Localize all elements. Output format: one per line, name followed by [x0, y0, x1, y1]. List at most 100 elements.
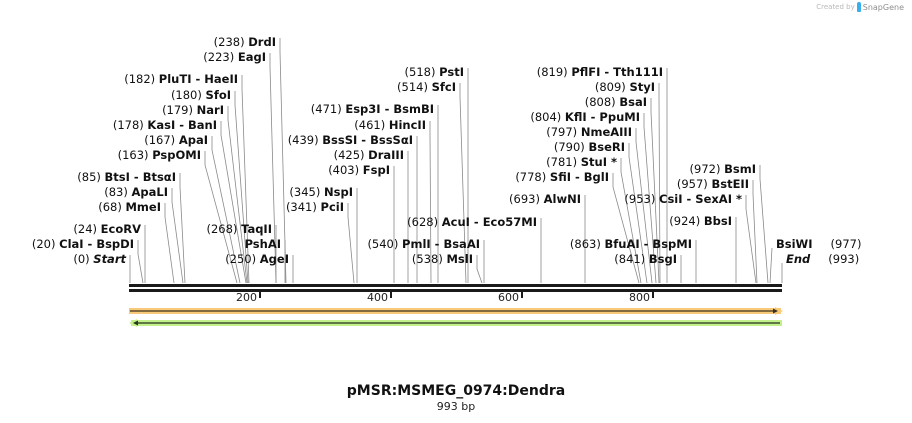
- site-label-text[interactable]: (953) CsiI - SexAI *: [624, 192, 742, 206]
- site-label-text[interactable]: (20) ClaI - BspDI: [32, 237, 134, 251]
- site-label[interactable]: (863) BfuAI - BspMI: [570, 237, 692, 251]
- site-label[interactable]: (924) BbsI: [669, 214, 732, 228]
- site-label[interactable]: (238) DrdI: [214, 35, 276, 49]
- site-label-text[interactable]: (163) PspOMI: [118, 148, 201, 162]
- enzyme-name: Esp3I - BsmBI: [345, 102, 434, 116]
- site-label-text[interactable]: (809) StyI: [595, 80, 655, 94]
- site-label-text[interactable]: (223) EagI: [203, 50, 266, 64]
- site-label[interactable]: (628) AcuI - Eco57MI: [407, 215, 537, 229]
- site-label[interactable]: (953) CsiI - SexAI *: [624, 192, 742, 206]
- site-label[interactable]: (841) BsgI: [614, 252, 677, 266]
- site-label-text[interactable]: (439) BssSI - BssSαI: [288, 133, 413, 147]
- enzyme-name: PluTI - HaeII: [159, 72, 238, 86]
- site-label[interactable]: (778) SfiI - BglI: [515, 170, 609, 184]
- site-label-text[interactable]: (972) BsmI: [690, 162, 756, 176]
- site-label[interactable]: (182) PluTI - HaeII: [124, 72, 238, 86]
- site-label[interactable]: (809) StyI: [595, 80, 655, 94]
- site-label[interactable]: (804) KflI - PpuMI: [530, 110, 640, 124]
- site-label[interactable]: (0) Start: [73, 252, 126, 266]
- site-label[interactable]: (83) ApaLI: [104, 185, 168, 199]
- site-label-text[interactable]: (540) PmlI - BsaAI: [367, 237, 480, 251]
- site-label[interactable]: (68) MmeI: [98, 200, 161, 214]
- site-label-text[interactable]: (471) Esp3I - BsmBI: [311, 102, 434, 116]
- site-label[interactable]: (20) ClaI - BspDI: [32, 237, 134, 251]
- site-label-text[interactable]: (797) NmeAIII: [546, 125, 632, 139]
- site-label-text[interactable]: (85) BtsI - BtsαI: [77, 170, 176, 184]
- site-label-text[interactable]: (341) PciI: [286, 200, 344, 214]
- site-label[interactable]: (471) Esp3I - BsmBI: [311, 102, 434, 116]
- site-label-text[interactable]: (180) SfoI: [171, 88, 231, 102]
- site-label[interactable]: (518) PstI: [405, 65, 464, 79]
- site-label-text[interactable]: (345) NspI: [289, 185, 353, 199]
- site-label-text[interactable]: (179) NarI: [162, 103, 224, 117]
- site-label-text[interactable]: (514) SfcI: [397, 80, 456, 94]
- site-label[interactable]: (179) NarI: [162, 103, 224, 117]
- site-label-text[interactable]: (924) BbsI: [669, 214, 732, 228]
- site-label[interactable]: (403) FspI: [328, 163, 390, 177]
- site-label[interactable]: (790) BseRI: [554, 140, 625, 154]
- site-label[interactable]: (85) BtsI - BtsαI: [77, 170, 176, 184]
- site-label-text[interactable]: (778) SfiI - BglI: [515, 170, 609, 184]
- site-label-text[interactable]: (819) PflFI - Tth111I: [537, 65, 663, 79]
- site-label[interactable]: BsiWI (977): [776, 237, 861, 251]
- site-label-text[interactable]: (461) HincII: [354, 118, 426, 132]
- site-label-text[interactable]: (790) BseRI: [554, 140, 625, 154]
- site-position: (425): [334, 148, 369, 162]
- sequence-backbone: [129, 284, 782, 292]
- site-label[interactable]: (819) PflFI - Tth111I: [537, 65, 663, 79]
- site-label-text[interactable]: (0) Start: [73, 252, 126, 266]
- feature-forward[interactable]: [129, 307, 783, 315]
- site-label[interactable]: (180) SfoI: [171, 88, 231, 102]
- site-label[interactable]: (693) AlwNI: [509, 192, 581, 206]
- site-label[interactable]: PshAI: [245, 237, 281, 251]
- site-label-text[interactable]: (863) BfuAI - BspMI: [570, 237, 692, 251]
- site-label[interactable]: (167) ApaI: [144, 133, 208, 147]
- site-label-text[interactable]: BsiWI (977): [776, 237, 861, 251]
- site-label-text[interactable]: (24) EcoRV: [73, 222, 141, 236]
- site-label-text[interactable]: End (993): [786, 252, 859, 266]
- site-label-text[interactable]: (628) AcuI - Eco57MI: [407, 215, 537, 229]
- site-label-text[interactable]: (693) AlwNI: [509, 192, 581, 206]
- site-label[interactable]: (540) PmlI - BsaAI: [367, 237, 480, 251]
- site-label-text[interactable]: (518) PstI: [405, 65, 464, 79]
- site-label[interactable]: (808) BsaI: [585, 95, 647, 109]
- site-label-text[interactable]: (425) DraIII: [334, 148, 404, 162]
- site-label[interactable]: (268) TaqII: [206, 222, 272, 236]
- site-label[interactable]: (24) EcoRV: [73, 222, 141, 236]
- site-label-text[interactable]: (268) TaqII: [206, 222, 272, 236]
- site-label[interactable]: (538) MslI: [412, 252, 473, 266]
- site-label[interactable]: (345) NspI: [289, 185, 353, 199]
- site-label-text[interactable]: (68) MmeI: [98, 200, 161, 214]
- site-label[interactable]: (972) BsmI: [690, 162, 756, 176]
- site-label-text[interactable]: (781) StuI *: [546, 155, 617, 169]
- site-label-text[interactable]: (538) MslI: [412, 252, 473, 266]
- site-label-text[interactable]: PshAI: [245, 237, 281, 251]
- site-label[interactable]: (957) BstEII: [677, 177, 749, 191]
- site-label-text[interactable]: (841) BsgI: [614, 252, 677, 266]
- site-label-text[interactable]: (250) AgeI: [225, 252, 289, 266]
- site-label[interactable]: (797) NmeAIII: [546, 125, 632, 139]
- site-label-text[interactable]: (238) DrdI: [214, 35, 276, 49]
- site-label-text[interactable]: (804) KflI - PpuMI: [530, 110, 640, 124]
- site-label[interactable]: (425) DraIII: [334, 148, 404, 162]
- site-label[interactable]: (781) StuI *: [546, 155, 617, 169]
- site-label[interactable]: (514) SfcI: [397, 80, 456, 94]
- site-label-text[interactable]: (83) ApaLI: [104, 185, 168, 199]
- site-label[interactable]: (250) AgeI: [225, 252, 289, 266]
- enzyme-name: Start: [93, 252, 126, 266]
- site-label-text[interactable]: (808) BsaI: [585, 95, 647, 109]
- site-label[interactable]: (439) BssSI - BssSαI: [288, 133, 413, 147]
- site-label-text[interactable]: (178) KasI - BanI: [113, 118, 217, 132]
- site-label[interactable]: (341) PciI: [286, 200, 344, 214]
- site-label[interactable]: End (993): [786, 252, 859, 266]
- site-label[interactable]: (461) HincII: [354, 118, 426, 132]
- site-label[interactable]: (163) PspOMI: [118, 148, 201, 162]
- site-label-text[interactable]: (403) FspI: [328, 163, 390, 177]
- site-label[interactable]: (178) KasI - BanI: [113, 118, 217, 132]
- feature-reverse[interactable]: [129, 319, 782, 327]
- site-label-text[interactable]: (167) ApaI: [144, 133, 208, 147]
- site-label-text[interactable]: (182) PluTI - HaeII: [124, 72, 238, 86]
- site-label-text[interactable]: (957) BstEII: [677, 177, 749, 191]
- enzyme-name: NmeAIII: [581, 125, 632, 139]
- site-label[interactable]: (223) EagI: [203, 50, 266, 64]
